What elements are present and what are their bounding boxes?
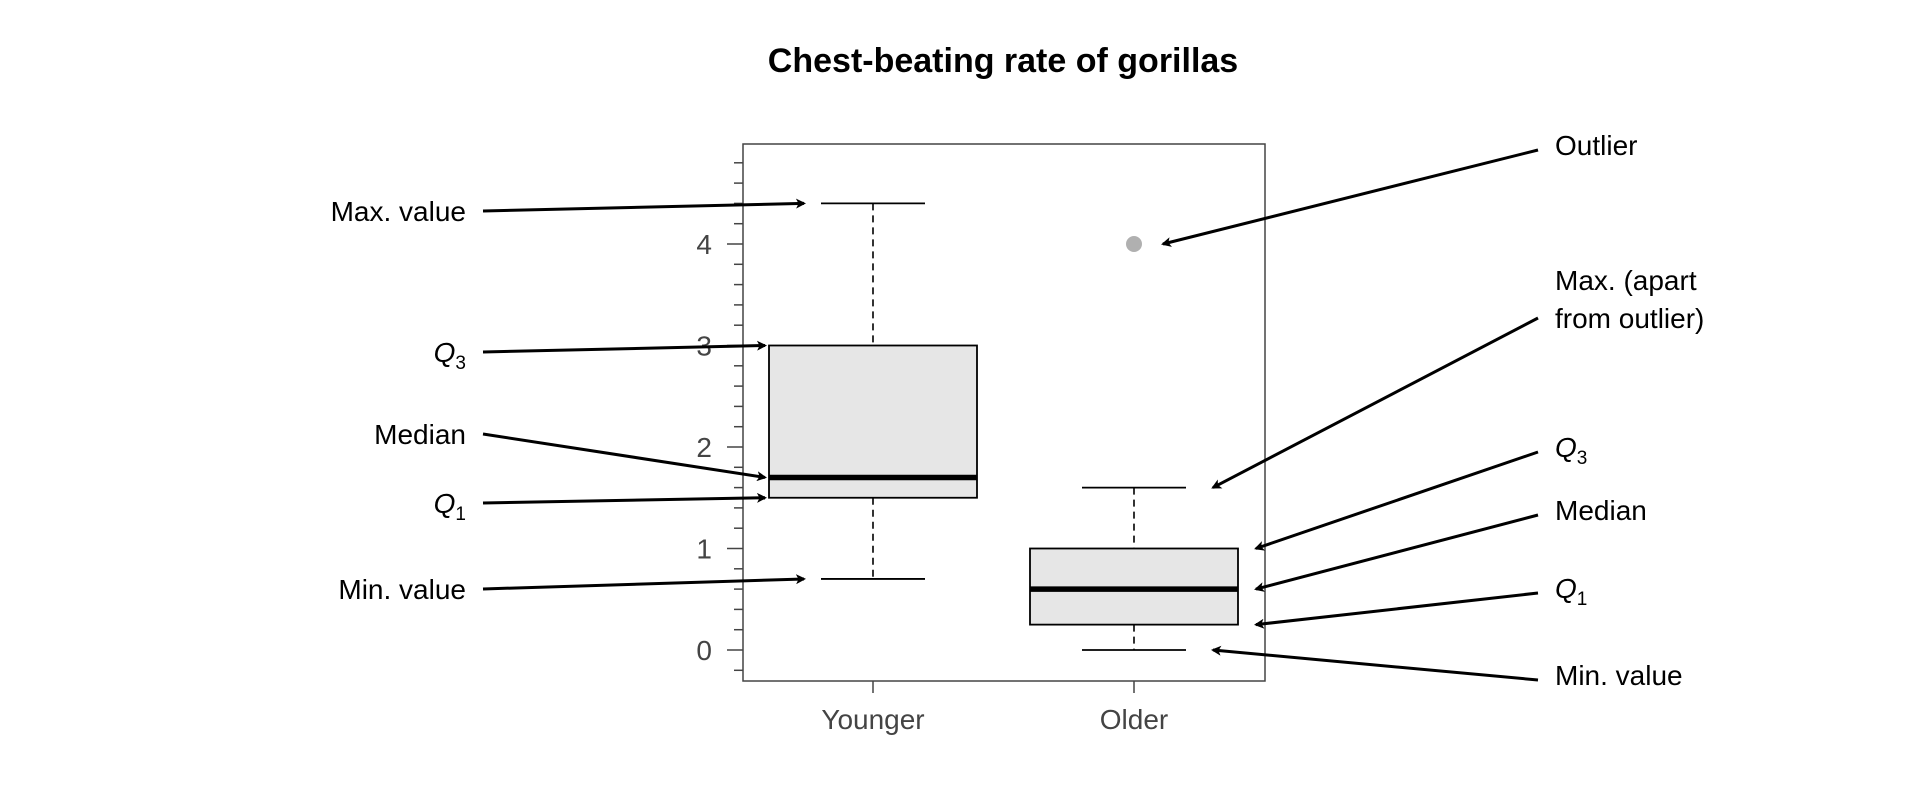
x-tick-label: Older xyxy=(1100,704,1168,735)
annotations: Max. value Q3 Median Q1 Min. value Outlier Max… xyxy=(331,130,1705,691)
y-axis: 01234 xyxy=(696,162,743,672)
x-tick-label: Younger xyxy=(821,704,924,735)
y-tick-label: 4 xyxy=(696,229,712,260)
annotation-arrow xyxy=(1254,450,1539,551)
iqr-box xyxy=(768,344,978,499)
outlier-point xyxy=(1126,236,1142,252)
annotation-arrow xyxy=(482,198,806,213)
annotation-label: Q3 xyxy=(434,337,466,374)
annotation-arrow xyxy=(1254,513,1539,592)
plot-frame xyxy=(742,143,1266,682)
annotation-label: Median xyxy=(1555,495,1647,526)
annotation-arrow xyxy=(1211,316,1539,489)
box-younger xyxy=(768,202,978,580)
annotation-label: Median xyxy=(374,419,466,450)
y-tick-label: 0 xyxy=(696,635,712,666)
annotation-label: Q3 xyxy=(1555,432,1587,469)
chart-title: Chest-beating rate of gorillas xyxy=(768,42,1238,80)
annotation-label: Min. value xyxy=(1555,660,1683,691)
annotation-arrow xyxy=(482,574,806,591)
annotation-label: Max. value xyxy=(331,196,466,227)
annotation-label: from outlier) xyxy=(1555,303,1704,334)
annotation-arrow xyxy=(482,492,767,505)
annotation-arrow xyxy=(1254,591,1539,629)
annotation-arrow xyxy=(482,340,767,354)
annotation-arrow xyxy=(1211,645,1539,682)
annotation-label: Q1 xyxy=(434,488,466,525)
annotation-label: Q1 xyxy=(1555,573,1587,610)
annotation-label: Max. (apart xyxy=(1555,265,1697,296)
x-axis: Younger Older xyxy=(821,681,1168,735)
annotation-arrow xyxy=(482,432,767,482)
box-older xyxy=(1029,236,1239,651)
annotation-label: Min. value xyxy=(338,574,466,605)
y-tick-label: 1 xyxy=(696,534,712,565)
boxes xyxy=(768,202,1239,651)
y-tick-label: 2 xyxy=(696,432,712,463)
annotation-arrow xyxy=(1161,148,1539,247)
annotation-label: Outlier xyxy=(1555,130,1637,161)
